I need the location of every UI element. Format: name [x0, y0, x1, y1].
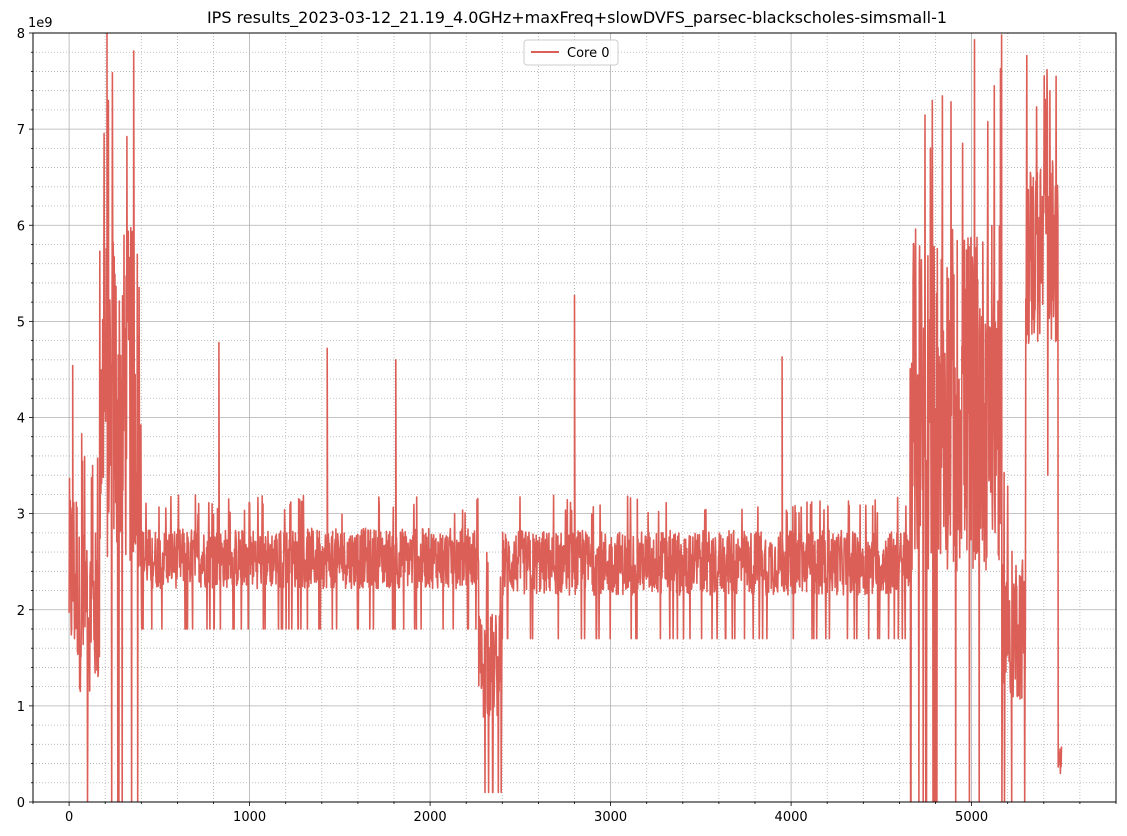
legend-label-core-0: Core 0 [567, 46, 610, 61]
y-tick-label: 3 [17, 508, 25, 523]
x-tick-label: 1000 [233, 810, 266, 825]
x-tick-label: 4000 [775, 810, 808, 825]
axis-ticks: 0 1000 2000 3000 4000 5000 0 1 2 3 4 5 6 7 8 [17, 27, 1117, 825]
y-tick-label: 7 [17, 123, 25, 138]
x-tick-label: 0 [65, 810, 73, 825]
legend-box [523, 39, 619, 66]
y-tick-label: 2 [17, 604, 25, 619]
x-tick-label: 3000 [594, 810, 627, 825]
x-tick-label: 5000 [955, 810, 988, 825]
y-offset-label: 1e9 [28, 16, 53, 31]
y-tick-label: 0 [17, 796, 25, 811]
chart-title: IPS results_2023-03-12_21.19_4.0GHz+maxF… [207, 8, 947, 28]
y-tick-label: 4 [17, 412, 25, 427]
x-tick-label: 2000 [414, 810, 447, 825]
series-layer [68, 33, 1063, 802]
y-tick-label: 8 [17, 27, 25, 42]
y-tick-label: 1 [17, 700, 25, 715]
y-tick-label: 6 [17, 219, 25, 234]
series-line-core-0 [68, 33, 1063, 802]
legend: Core 0 [523, 39, 619, 66]
y-tick-label: 5 [17, 315, 25, 330]
